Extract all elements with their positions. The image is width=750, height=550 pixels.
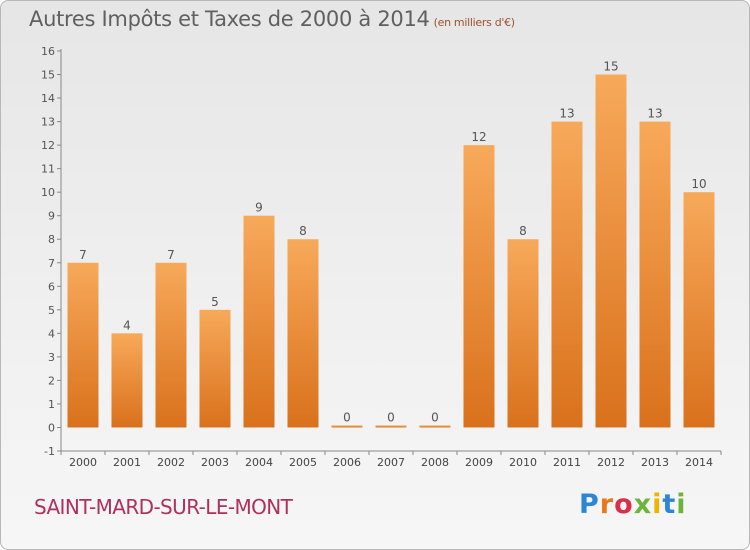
y-tick-label: 1 <box>48 398 55 411</box>
bar <box>507 239 539 428</box>
logo-letter: i <box>652 489 663 520</box>
y-tick-label: -1 <box>44 445 55 458</box>
x-tick-label: 2006 <box>333 456 361 469</box>
y-tick-label: 3 <box>48 351 55 364</box>
y-tick-label: 12 <box>41 139 55 152</box>
y-tick-label: 15 <box>41 69 55 82</box>
data-label: 7 <box>167 248 175 262</box>
bar <box>331 425 363 428</box>
x-tick-label: 2002 <box>157 456 185 469</box>
y-tick-label: 0 <box>48 421 55 434</box>
data-label: 7 <box>79 248 87 262</box>
x-tick-label: 2012 <box>597 456 625 469</box>
data-label: 5 <box>211 295 219 309</box>
bar <box>595 74 627 428</box>
x-tick-label: 2013 <box>641 456 669 469</box>
chart-title: Autres Impôts et Taxes de 2000 à 2014 (en… <box>29 7 515 31</box>
logo-letter: o <box>614 489 634 520</box>
data-label: 9 <box>255 201 263 215</box>
data-label: 8 <box>519 224 527 238</box>
bar <box>199 309 231 428</box>
bar <box>639 121 671 428</box>
chart-unit: (en milliers d'€) <box>433 16 515 29</box>
y-tick-label: 4 <box>48 327 55 340</box>
data-label: 8 <box>299 224 307 238</box>
y-tick-label: 13 <box>41 116 55 129</box>
x-tick-label: 2001 <box>113 456 141 469</box>
bar <box>287 239 319 428</box>
x-tick-label: 2010 <box>509 456 537 469</box>
bar <box>683 192 715 428</box>
logo-letter: i <box>676 489 687 520</box>
proxiti-logo[interactable]: Proxiti <box>579 489 687 520</box>
data-label: 4 <box>123 318 131 332</box>
logo-letter: t <box>662 489 677 520</box>
x-tick-label: 2008 <box>421 456 449 469</box>
x-tick-label: 2000 <box>69 456 97 469</box>
y-tick-label: 2 <box>48 374 55 387</box>
x-tick-label: 2007 <box>377 456 405 469</box>
data-label: 15 <box>603 60 618 74</box>
bar <box>419 425 451 428</box>
logo-letter: r <box>599 489 615 520</box>
commune-name: SAINT-MARD-SUR-LE-MONT <box>34 495 293 519</box>
data-label: 0 <box>387 410 395 424</box>
logo-letter: x <box>633 489 653 520</box>
data-label: 12 <box>471 130 486 144</box>
bar <box>463 145 495 428</box>
y-tick-label: 9 <box>48 210 55 223</box>
x-tick-label: 2011 <box>553 456 581 469</box>
bar <box>111 333 143 428</box>
x-tick-label: 2014 <box>685 456 713 469</box>
x-tick-label: 2009 <box>465 456 493 469</box>
bar <box>375 425 407 428</box>
logo-letter: P <box>579 489 600 520</box>
y-tick-label: 7 <box>48 257 55 270</box>
y-tick-label: 6 <box>48 280 55 293</box>
x-tick-label: 2005 <box>289 456 317 469</box>
data-label: 13 <box>559 107 574 121</box>
y-tick-label: 16 <box>41 45 55 58</box>
bar <box>67 262 99 428</box>
bar <box>551 121 583 428</box>
data-label: 10 <box>691 177 706 191</box>
y-tick-label: 5 <box>48 304 55 317</box>
y-tick-label: 8 <box>48 233 55 246</box>
data-label: 0 <box>431 410 439 424</box>
chart-title-text: Autres Impôts et Taxes de 2000 à 2014 <box>29 7 430 31</box>
data-label: 13 <box>647 107 662 121</box>
bar <box>155 262 187 428</box>
y-tick-label: 10 <box>41 186 55 199</box>
x-tick-label: 2003 <box>201 456 229 469</box>
bar <box>243 215 275 428</box>
y-tick-label: 11 <box>41 163 55 176</box>
x-tick-label: 2004 <box>245 456 273 469</box>
y-tick-label: 14 <box>41 92 55 105</box>
data-label: 0 <box>343 410 351 424</box>
bars: 7 4 7 5 9 8 0 0 0 12 8 13 15 13 10 <box>67 60 715 428</box>
